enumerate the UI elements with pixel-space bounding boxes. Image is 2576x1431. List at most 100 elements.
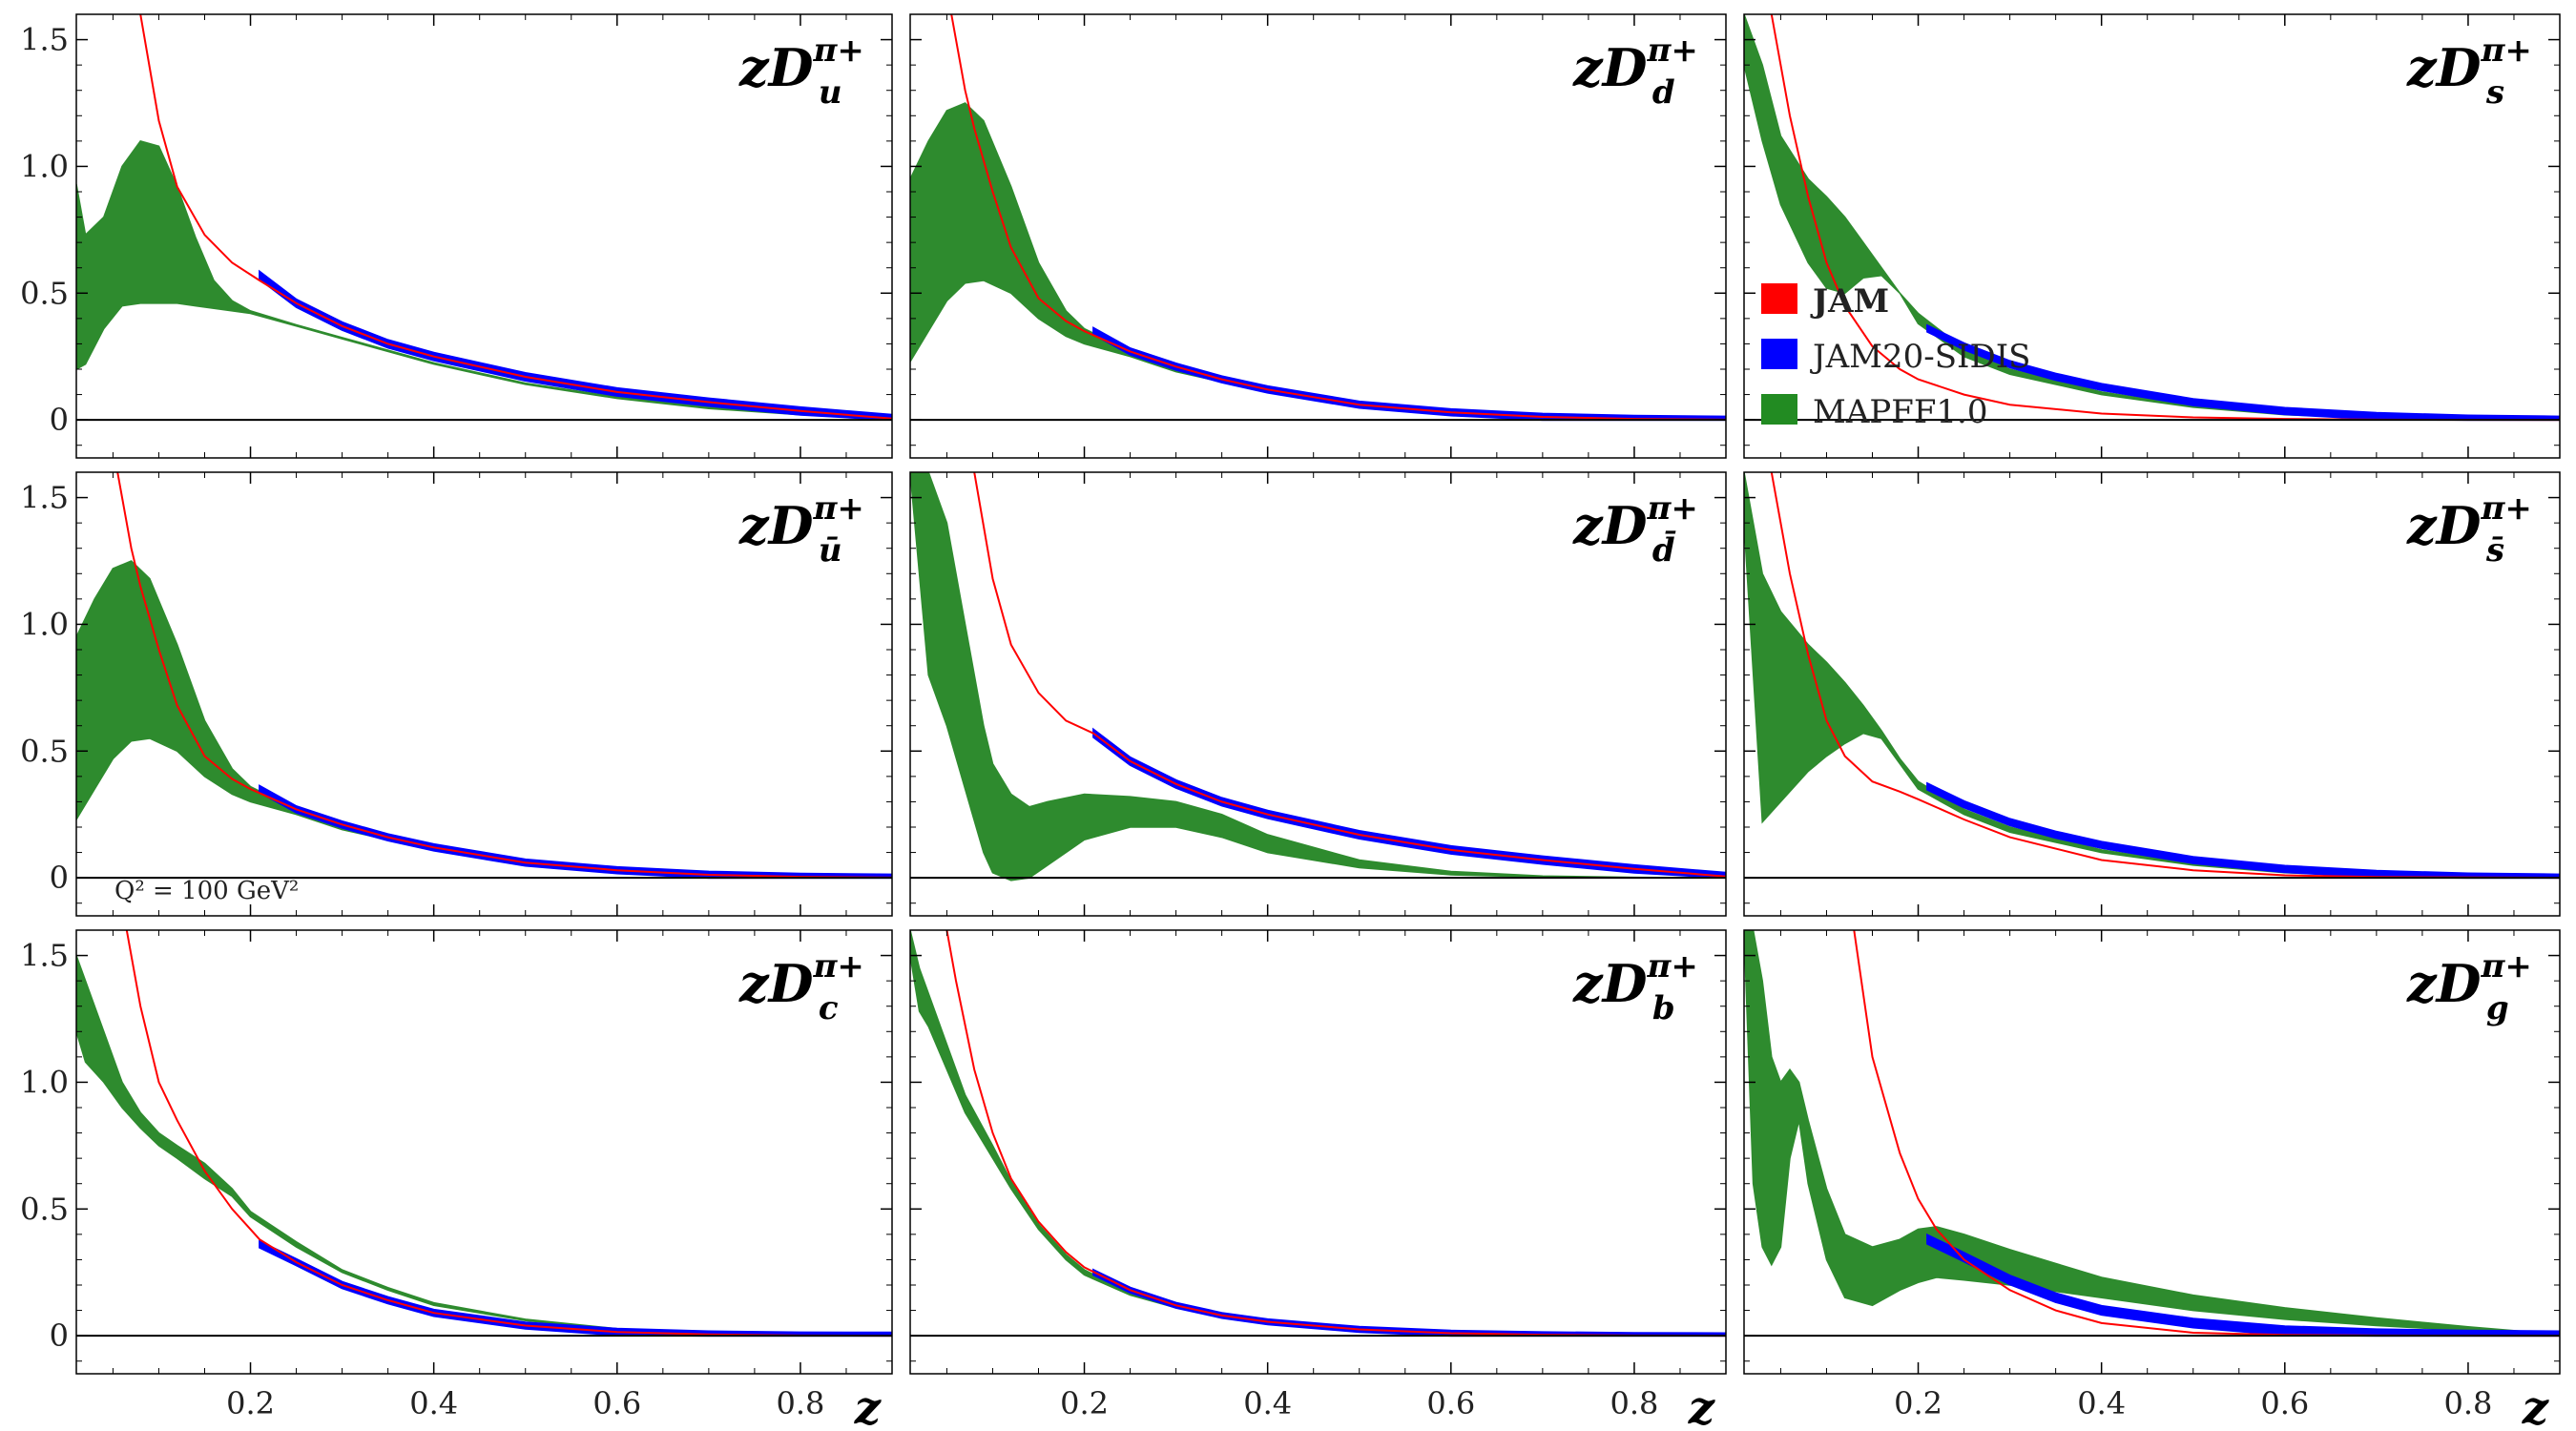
jam-line — [950, 14, 1726, 421]
jam-line — [1770, 472, 2560, 880]
y-tick-label: 0 — [50, 1317, 69, 1354]
jam20-sidis-band — [259, 1239, 892, 1338]
jam20-sidis-band — [1092, 326, 1726, 422]
panel-frame — [909, 929, 1727, 1375]
y-tick-label: 1.0 — [20, 148, 69, 184]
panel-1: 0 0.5 1.0 1.5 zDπ+ u — [20, 13, 893, 459]
panel-3: zDπ+ s JAM JAM20-SIDIS MAPFF1.0 — [1743, 13, 2561, 459]
plot-area — [910, 472, 1726, 881]
plot-area — [76, 14, 892, 422]
panel-title-base: zD — [1572, 953, 1648, 1014]
y-tick-label: 0.5 — [20, 733, 69, 769]
jam20-sidis-band — [259, 269, 892, 422]
jam-line — [139, 14, 892, 420]
panel-frame — [75, 471, 893, 917]
y-tick-label: 0 — [50, 860, 69, 896]
x-tick-label: 0.4 — [1243, 1385, 1292, 1421]
panel-title-base: zD — [738, 37, 814, 98]
legend-label: JAM — [1810, 282, 1889, 321]
y-tick-label: 1.5 — [20, 22, 69, 58]
panel-title: zDπ+ u — [738, 31, 864, 112]
panel-title: zDπ+ s — [2406, 31, 2532, 112]
panel-title: zDπ+ g — [2406, 947, 2532, 1027]
x-tick-label: 0.4 — [409, 1385, 458, 1421]
x-tick-label: 0.6 — [2260, 1385, 2309, 1421]
y-tick-label: 0 — [50, 402, 69, 438]
panel-6: zDπ+ s̄ — [1743, 471, 2561, 917]
panel-7: 0.2 0.4 0.6 0.8 0 0.5 1.0 1.5 zDπ+ c z — [20, 929, 893, 1431]
mapff-band — [1744, 14, 2560, 421]
x-tick-label: 0.8 — [1610, 1385, 1658, 1421]
jam20-sidis-band — [1926, 323, 2560, 422]
panel-title-sup: π+ — [2481, 489, 2532, 528]
x-tick-label: 0.2 — [1894, 1385, 1942, 1421]
jam20-sidis-band — [1926, 781, 2560, 880]
panel-title-sup: π+ — [2481, 31, 2532, 70]
legend-swatch — [1761, 283, 1797, 314]
y-tick-label: 0.5 — [20, 1191, 69, 1227]
panel-title-base: zD — [1572, 37, 1648, 98]
mapff-band — [1744, 930, 2560, 1337]
q2-annotation: Q² = 100 GeV² — [114, 877, 299, 905]
panel-title-sub: g — [2486, 989, 2509, 1027]
panel-title-base: zD — [2406, 37, 2482, 98]
panel-5: zDπ+ d̄ — [909, 471, 1727, 917]
panel-frame — [909, 13, 1727, 459]
y-tick-label: 1.5 — [20, 938, 69, 974]
x-tick-label: 0.2 — [226, 1385, 275, 1421]
x-tick-label: 0.2 — [1060, 1385, 1109, 1421]
mapff-band — [910, 472, 1726, 881]
panel-title: zDπ+ ū — [738, 489, 864, 570]
panel-title-sup: π+ — [813, 947, 864, 985]
panel-title-sub: u — [819, 73, 842, 112]
mapff-band — [76, 955, 892, 1337]
panel-8: 0.2 0.4 0.6 0.8 zDπ+ b z — [909, 929, 1727, 1431]
jam-line — [945, 930, 1726, 1338]
mapff-band — [76, 560, 892, 879]
jam20-sidis-band — [1092, 727, 1726, 880]
y-tick-label: 0.5 — [20, 275, 69, 311]
panel-title: zDπ+ d̄ — [1572, 489, 1698, 570]
panel-title-sup: π+ — [2481, 947, 2532, 985]
mapff-band — [1744, 472, 2560, 879]
jam-line — [973, 472, 1726, 878]
panel-title-base: zD — [2406, 495, 2482, 556]
panel-9: 0.2 0.4 0.6 0.8 zDπ+ g z — [1743, 929, 2561, 1431]
panel-title: zDπ+ d — [1572, 31, 1698, 112]
panel-title-base: zD — [738, 495, 814, 556]
panel-title-sub: s̄ — [2485, 531, 2504, 570]
x-tick-label: 0.6 — [592, 1385, 641, 1421]
legend-label: JAM20-SIDIS — [1810, 338, 2030, 376]
x-axis-label: z — [2522, 1381, 2550, 1431]
plot-area — [1744, 472, 2560, 880]
x-tick-label: 0.8 — [2443, 1385, 2492, 1421]
legend-label: MAPFF1.0 — [1813, 393, 1988, 431]
panel-title-sub: d̄ — [1652, 530, 1676, 570]
panel-frame — [75, 929, 893, 1375]
jam-line — [1770, 14, 2560, 422]
panel-title-base: zD — [2406, 953, 2482, 1014]
panel-title: zDπ+ c — [738, 947, 864, 1027]
panel-title: zDπ+ s̄ — [2406, 489, 2532, 570]
panel-4: 0 0.5 1.0 1.5 zDπ+ ū Q² = 100 GeV² — [20, 471, 893, 917]
jam20-sidis-band — [1926, 1233, 2560, 1338]
panel-title-sub: b — [1652, 989, 1675, 1027]
panel-title: zDπ+ b — [1572, 947, 1698, 1027]
legend-swatch — [1761, 339, 1797, 369]
panel-title-sup: π+ — [1647, 947, 1698, 985]
plot-area — [1744, 14, 2560, 422]
panel-title-sup: π+ — [1647, 31, 1698, 70]
panel-title-sub: c — [819, 989, 839, 1027]
panel-title-sup: π+ — [1647, 489, 1698, 528]
legend-swatch — [1761, 394, 1797, 425]
y-tick-label: 1.0 — [20, 606, 69, 642]
mapff-band — [76, 140, 892, 421]
mapff-band — [910, 102, 1726, 421]
panel-frame — [1743, 13, 2561, 459]
plot-area — [76, 930, 892, 1338]
panel-title-sup: π+ — [813, 31, 864, 70]
panel-frame — [909, 471, 1727, 917]
x-tick-label: 0.6 — [1426, 1385, 1475, 1421]
x-axis-label: z — [1688, 1381, 1716, 1431]
